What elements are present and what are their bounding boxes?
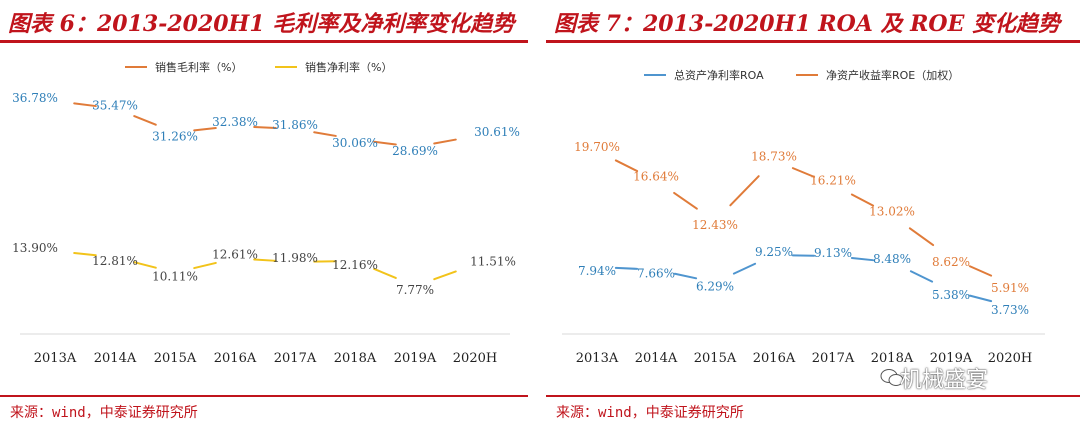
data-label: 32.38%	[212, 115, 258, 129]
series-2-segment	[253, 258, 277, 262]
source-divider	[546, 395, 1080, 397]
data-label: 7.77%	[396, 283, 434, 297]
x-tick-label: 2020H	[453, 351, 497, 366]
series-2-segment	[850, 193, 875, 207]
series-2-segment	[433, 270, 457, 281]
data-label: 35.47%	[92, 98, 138, 112]
data-label: 28.69%	[392, 144, 438, 158]
data-label: 7.66%	[637, 267, 675, 281]
series-1-segment	[433, 138, 457, 145]
data-label: 7.94%	[578, 264, 616, 278]
data-label: 10.11%	[152, 270, 198, 284]
data-label: 30.06%	[332, 136, 378, 150]
data-label: 12.61%	[212, 247, 258, 261]
x-tick-label: 2020H	[988, 351, 1032, 366]
data-label: 9.25%	[755, 245, 793, 259]
data-label: 12.16%	[332, 258, 378, 272]
series-1-segment	[909, 270, 934, 283]
series-1-segment	[968, 294, 993, 303]
series-1-segment	[313, 131, 337, 137]
series-1-segment	[614, 266, 639, 270]
data-label: 11.51%	[470, 255, 516, 269]
x-tick-label: 2015A	[154, 351, 197, 366]
data-label: 19.70%	[574, 140, 620, 154]
series-2-segment	[614, 159, 639, 173]
series-2-segment	[968, 265, 993, 277]
series-2-segment	[193, 261, 217, 270]
legend-label: 销售净利率（%）	[305, 60, 392, 74]
series-2-segment	[908, 227, 935, 247]
x-tick-label: 2014A	[94, 351, 137, 366]
x-tick-label: 2015A	[694, 351, 737, 366]
series-2-segment	[373, 267, 397, 279]
title-divider	[546, 40, 1080, 43]
figure-7-panel: 图表 7：2013-2020H1 ROA 及 ROE 变化趋势 2013A 201…	[546, 0, 1080, 427]
series-2-segment	[133, 261, 157, 269]
data-label: 6.29%	[696, 279, 734, 293]
data-label: 8.62%	[932, 255, 970, 269]
x-tick-label: 2019A	[394, 351, 437, 366]
data-label: 13.02%	[869, 204, 915, 218]
series-2-segment	[791, 167, 816, 178]
x-tick-label: 2016A	[214, 351, 257, 366]
series-2-segment	[73, 251, 97, 257]
series-1-segment	[73, 102, 97, 108]
data-label: 30.61%	[474, 125, 520, 139]
figure-6-panel: 图表 6：2013-2020H1 毛利率及净利率变化趋势 2013A 2014A 2…	[0, 0, 528, 427]
x-tick-label: 2014A	[635, 351, 678, 366]
data-label: 16.64%	[633, 170, 679, 184]
x-tick-label: 2016A	[753, 351, 796, 366]
figure-6-source: 来源：wind，中泰证券研究所	[10, 405, 198, 421]
source-divider	[0, 395, 528, 397]
data-label: 3.73%	[991, 303, 1029, 317]
roa-roe-chart: 2013A 2014A 2015A 2016A 2017A 2018A 2019A 2020H…	[562, 68, 1045, 366]
x-tick-label: 2017A	[274, 351, 317, 366]
series-2-segment	[729, 175, 760, 207]
data-label: 5.38%	[932, 288, 970, 302]
data-label: 31.26%	[152, 129, 198, 143]
data-label: 11.98%	[272, 251, 318, 265]
data-label: 31.86%	[272, 118, 318, 132]
data-label: 8.48%	[873, 252, 911, 266]
figure-7-source: 来源：wind，中泰证券研究所	[556, 405, 744, 421]
series-1-segment	[253, 125, 277, 130]
data-label: 12.43%	[692, 218, 738, 232]
x-tick-label: 2013A	[576, 351, 619, 366]
figure-6-title: 图表 6：2013-2020H1 毛利率及净利率变化趋势	[8, 11, 515, 37]
data-label: 16.21%	[810, 174, 856, 188]
data-label: 9.13%	[814, 246, 852, 260]
series-1-segment	[850, 257, 875, 262]
series-1-segment	[193, 127, 217, 132]
data-label: 13.90%	[12, 241, 58, 255]
series-1-segment	[133, 115, 157, 126]
figure-7-title: 图表 7：2013-2020H1 ROA 及 ROE 变化趋势	[554, 11, 1061, 37]
series-1-segment	[373, 140, 397, 146]
series-1-segment	[732, 262, 757, 275]
title-divider	[0, 40, 528, 43]
data-label: 36.78%	[12, 91, 58, 105]
x-tick-label: 2017A	[812, 351, 855, 366]
data-label: 12.81%	[92, 254, 138, 268]
x-tick-label: 2019A	[930, 351, 973, 366]
legend-label: 净资产收益率ROE（加权）	[826, 68, 959, 82]
data-label: 5.91%	[991, 281, 1029, 295]
series-1-segment	[673, 272, 698, 280]
watermark-text: 机械盛宴	[900, 368, 989, 393]
legend-label: 销售毛利率（%）	[155, 60, 242, 74]
x-tick-label: 2018A	[871, 351, 914, 366]
series-2-segment	[673, 191, 698, 210]
x-tick-label: 2018A	[334, 351, 377, 366]
wechat-icon	[880, 369, 904, 386]
data-label: 18.73%	[751, 149, 797, 163]
legend-label: 总资产净利率ROA	[674, 68, 764, 82]
margin-chart: 2013A 2014A 2015A 2016A 2017A 2018A 2019A 2020H…	[12, 60, 520, 366]
x-tick-label: 2013A	[34, 351, 77, 366]
